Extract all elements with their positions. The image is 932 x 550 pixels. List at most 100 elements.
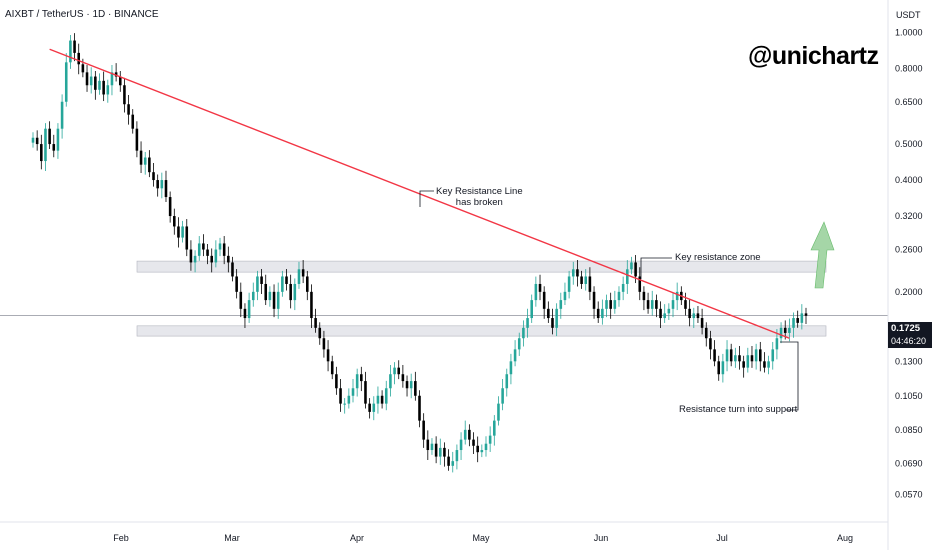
candle xyxy=(547,301,550,323)
candle xyxy=(750,345,754,368)
candle xyxy=(576,260,579,287)
candle xyxy=(513,340,517,367)
candle xyxy=(110,64,114,96)
candle xyxy=(422,413,425,448)
candle xyxy=(771,341,775,370)
candle xyxy=(389,364,392,397)
y-tick-label: 0.3200 xyxy=(895,211,923,221)
y-tick-label: 0.1050 xyxy=(895,391,923,401)
candle xyxy=(796,310,799,328)
candle xyxy=(779,322,783,344)
key-resistance-trendline[interactable] xyxy=(49,48,790,339)
y-tick-label: 0.0850 xyxy=(895,425,923,435)
candle xyxy=(114,63,118,82)
y-tick-label: 0.0570 xyxy=(895,489,923,499)
candle xyxy=(630,256,633,275)
candle xyxy=(605,294,608,318)
candle xyxy=(671,292,675,318)
candle xyxy=(339,379,342,412)
candle xyxy=(405,375,409,397)
candle xyxy=(231,256,234,282)
x-tick-label: Feb xyxy=(113,533,129,543)
candle xyxy=(393,362,396,385)
candle xyxy=(642,286,646,311)
candle xyxy=(214,240,218,268)
candle xyxy=(118,70,122,92)
candle xyxy=(227,246,230,273)
candle xyxy=(293,278,297,311)
candle xyxy=(330,355,334,380)
trendline-annotation-line2: has broken xyxy=(455,197,503,208)
candle xyxy=(164,170,168,202)
candle xyxy=(276,282,280,319)
candle xyxy=(646,292,650,314)
candle xyxy=(131,109,135,134)
candle xyxy=(725,340,729,372)
candle xyxy=(754,343,758,370)
candle xyxy=(285,269,288,291)
y-tick-label: 0.2000 xyxy=(895,287,923,297)
candle xyxy=(44,123,47,172)
candle xyxy=(160,172,164,199)
x-tick-label: May xyxy=(472,533,490,543)
y-tick-label: 0.1300 xyxy=(895,356,923,366)
candle xyxy=(493,415,496,446)
candle xyxy=(189,240,193,271)
candle xyxy=(326,340,330,372)
candle xyxy=(742,355,745,378)
candle xyxy=(613,290,617,314)
candle xyxy=(721,353,725,383)
candle xyxy=(77,43,81,75)
candle xyxy=(758,341,762,372)
support-callout-connector xyxy=(780,341,799,411)
candle xyxy=(709,330,712,360)
candle xyxy=(40,134,43,170)
candle xyxy=(650,290,654,316)
candle xyxy=(185,219,189,257)
candle xyxy=(235,269,238,299)
candle xyxy=(534,276,538,307)
candle xyxy=(360,366,363,392)
candle xyxy=(659,301,662,329)
candle xyxy=(318,322,322,345)
bullish-arrow-icon xyxy=(810,221,835,289)
candle xyxy=(48,121,51,149)
candle xyxy=(592,286,596,319)
candle xyxy=(243,303,247,329)
candle xyxy=(306,270,309,301)
bar-countdown-badge: 04:46:20 xyxy=(888,335,932,348)
candle xyxy=(626,260,629,294)
candle xyxy=(542,286,546,319)
candle xyxy=(418,390,421,428)
candle xyxy=(335,366,338,395)
zone-callout-connector xyxy=(640,257,672,279)
x-tick-label: Jun xyxy=(594,533,609,543)
candle xyxy=(206,243,209,265)
candle xyxy=(638,267,642,301)
candle xyxy=(73,33,76,62)
candle xyxy=(268,286,272,307)
resistance-zone-1[interactable] xyxy=(136,260,827,273)
candle xyxy=(472,432,475,455)
candle xyxy=(193,250,197,273)
currency-label[interactable]: USDT xyxy=(896,10,921,20)
candle xyxy=(580,270,583,289)
resistance-zone-2[interactable] xyxy=(136,325,827,337)
candle xyxy=(152,162,155,187)
x-tick-label: Aug xyxy=(837,533,853,543)
candle xyxy=(488,426,492,452)
candle xyxy=(106,79,110,103)
candle xyxy=(314,308,317,333)
candle xyxy=(788,318,791,342)
candle xyxy=(426,430,430,461)
candle xyxy=(69,35,72,69)
candle xyxy=(301,260,305,284)
candle xyxy=(767,355,770,375)
candle xyxy=(31,132,35,148)
candle xyxy=(52,134,56,158)
candle xyxy=(601,299,604,325)
candle xyxy=(181,220,184,243)
candle xyxy=(663,304,666,323)
symbol-title[interactable]: AIXBT / TetherUS · 1D · BINANCE xyxy=(5,9,159,20)
